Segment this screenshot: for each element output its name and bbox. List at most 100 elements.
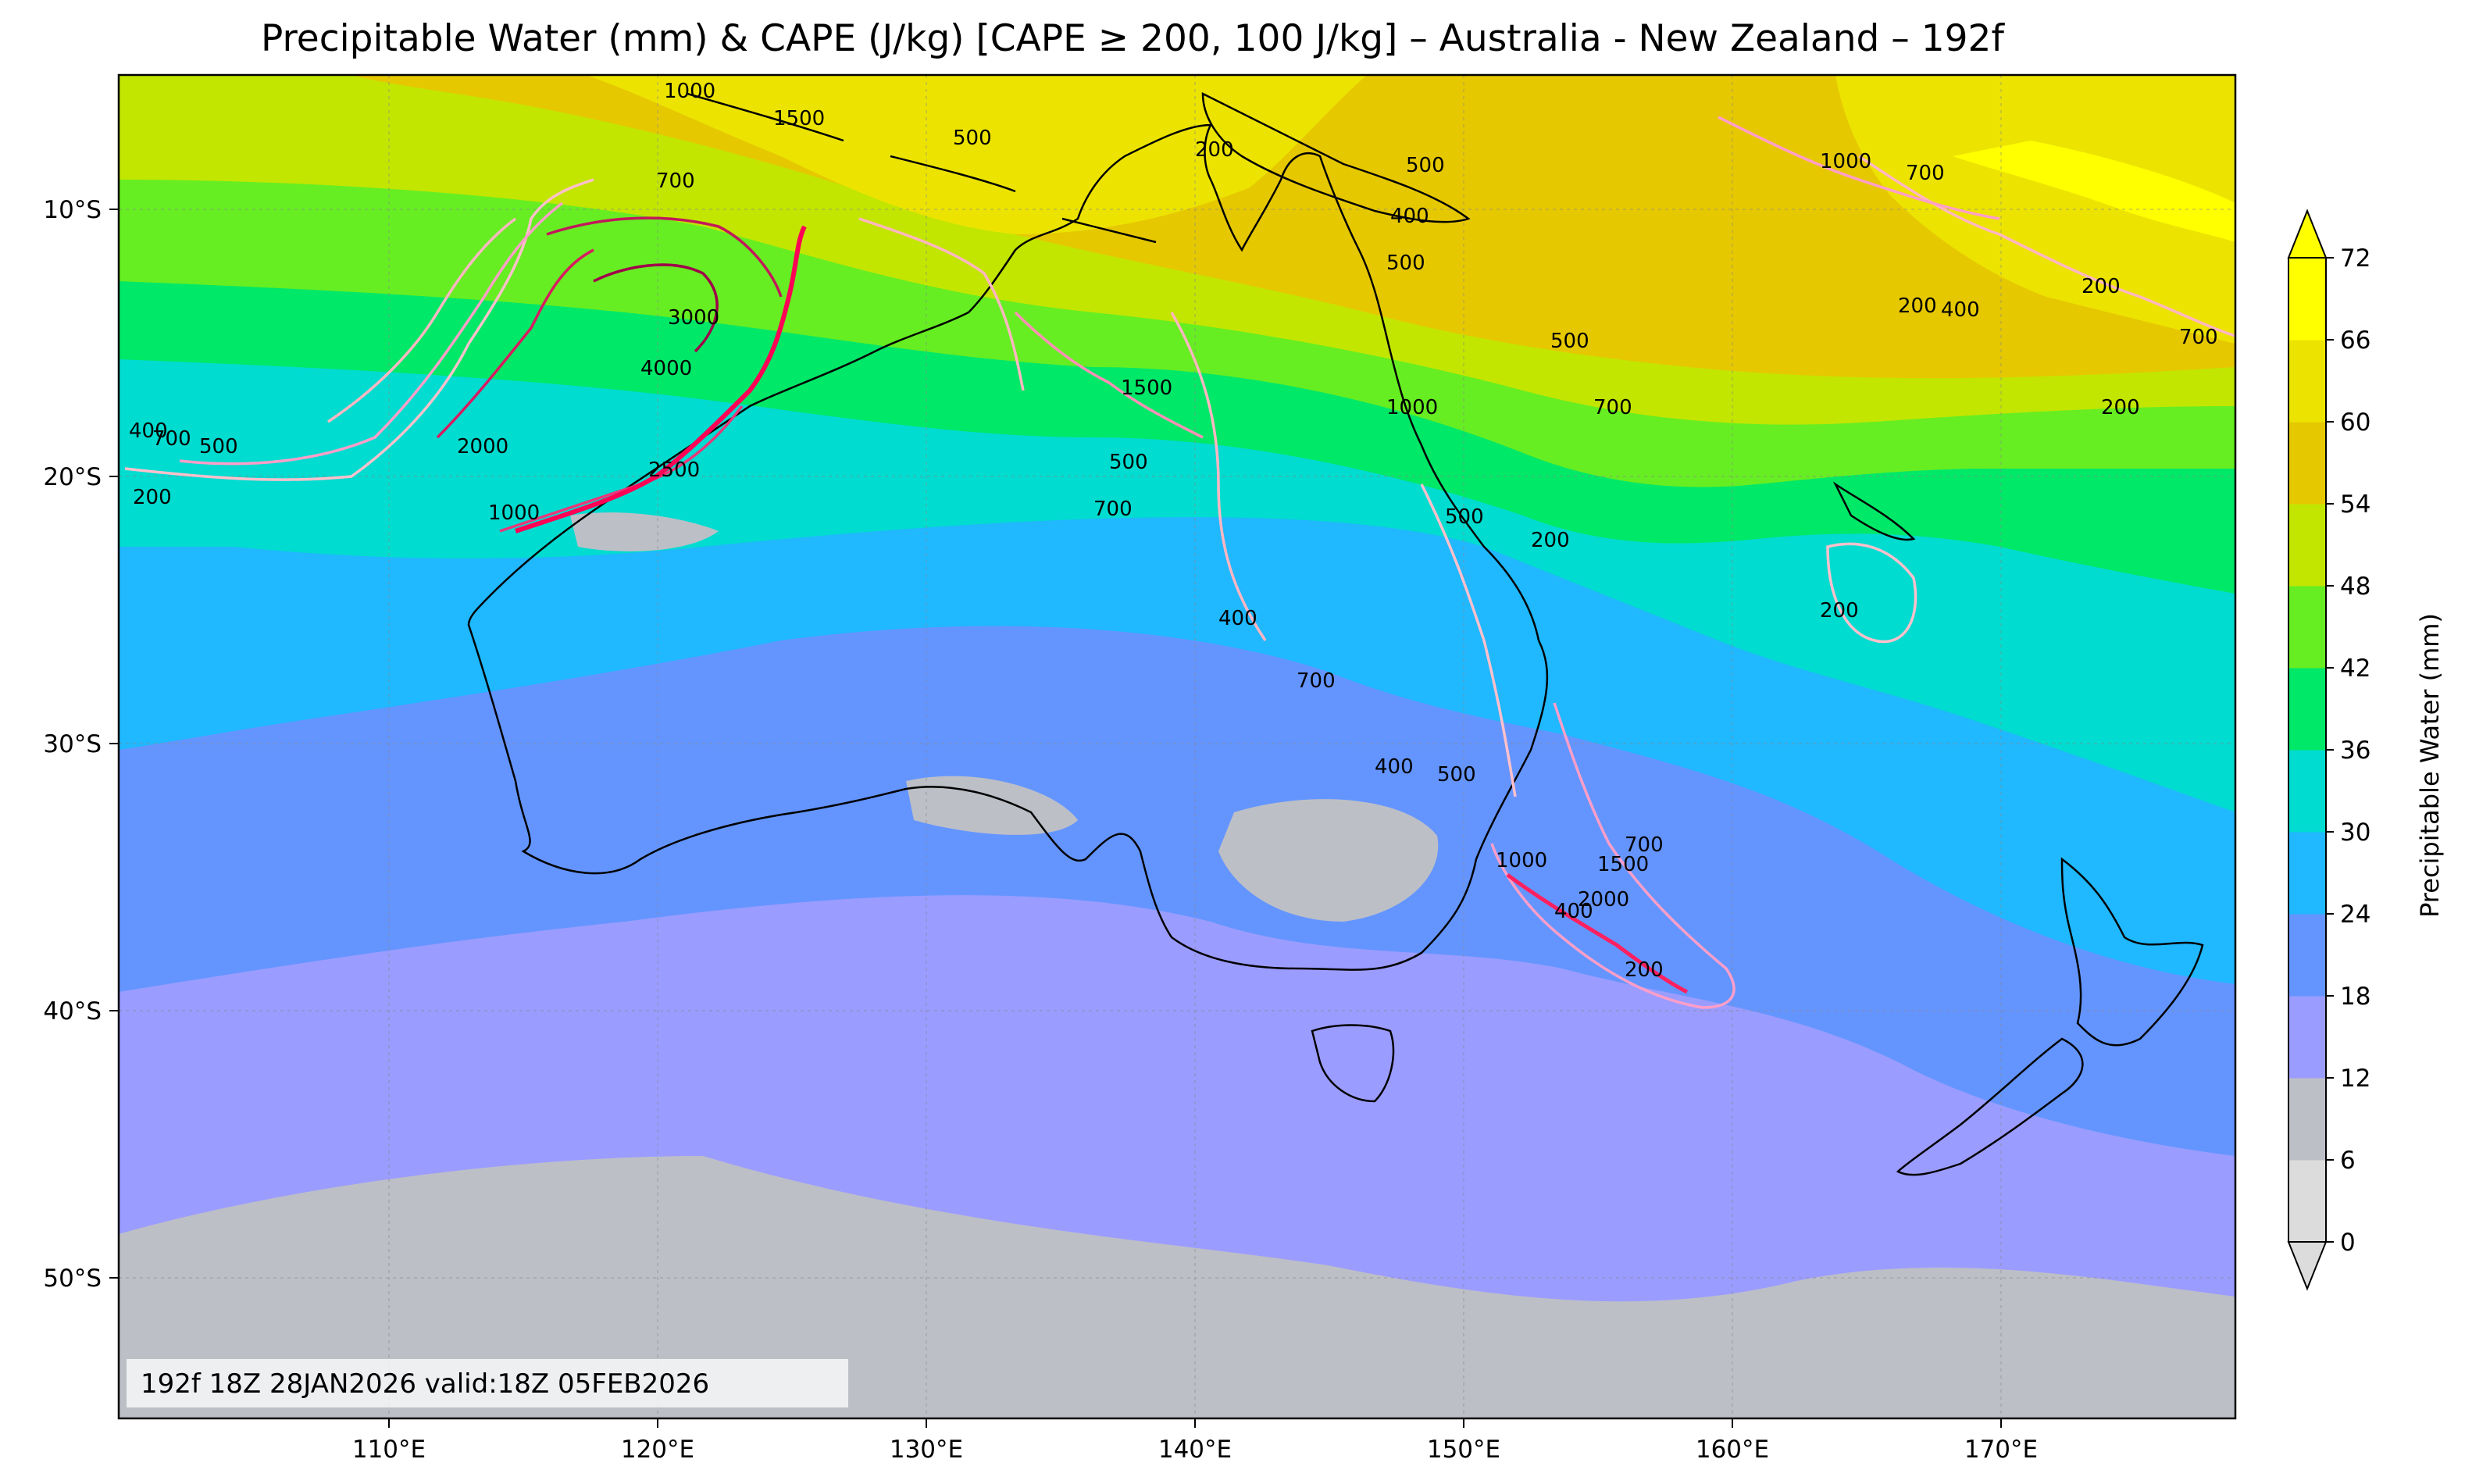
contour-label-2000-pilbara: 2000 bbox=[457, 435, 508, 458]
contour-label-1000-tasman: 1000 bbox=[1496, 849, 1547, 872]
lat-tick-30s: 30°S bbox=[43, 730, 102, 758]
lon-tick-120e: 120°E bbox=[621, 1436, 694, 1464]
contour-label-1500-arnhem: 1500 bbox=[1121, 376, 1172, 400]
colorbar-level-label-0: 0 bbox=[2340, 1229, 2356, 1257]
colorbar-level-label-4: 24 bbox=[2340, 901, 2370, 929]
contour-label-500-coral2: 500 bbox=[1550, 330, 1589, 353]
coast-new-guinea bbox=[1201, 91, 1471, 223]
contour-label-2000-tasman: 2000 bbox=[1578, 888, 1629, 911]
colorbar-extend-max bbox=[2287, 209, 2328, 259]
cape-contour-2000-pilbara bbox=[436, 248, 594, 439]
contour-label-400-tasman: 400 bbox=[1554, 900, 1593, 923]
colorbar-segment-2 bbox=[2288, 996, 2326, 1079]
colorbar-level-label-12: 72 bbox=[2340, 244, 2370, 273]
contour-label-700-west: 700 bbox=[152, 427, 191, 451]
valid-time-label: 192f 18Z 28JAN2026 valid:18Z 05FEB2026 bbox=[141, 1368, 709, 1400]
contour-label-400-central: 400 bbox=[1218, 607, 1257, 630]
cape-contour-high-coast bbox=[515, 225, 807, 533]
coastlines bbox=[467, 91, 2204, 1176]
contour-label-3000-kimberley: 3000 bbox=[668, 306, 719, 330]
contour-label-500-nsw: 500 bbox=[1437, 763, 1476, 787]
colorbar-level-label-11: 66 bbox=[2340, 326, 2370, 355]
lon-tick-160e: 160°E bbox=[1696, 1436, 1769, 1464]
contour-label-500-coral: 500 bbox=[1445, 505, 1484, 529]
colorbar-level-label-9: 54 bbox=[2340, 491, 2370, 519]
lon-tick-130e: 130°E bbox=[890, 1436, 963, 1464]
colorbar-segment-5 bbox=[2288, 750, 2326, 833]
coast-australia bbox=[467, 123, 1549, 971]
lat-tick-10s: 10°S bbox=[43, 196, 102, 224]
lon-tick-170e: 170°E bbox=[1964, 1436, 2038, 1464]
colorbar-extend-min bbox=[2287, 1241, 2328, 1291]
map-frame bbox=[117, 73, 2237, 1420]
colorbar-level-label-6: 36 bbox=[2340, 737, 2370, 765]
contour-label-700-coral: 700 bbox=[1593, 396, 1632, 419]
contour-label-400-solomon: 400 bbox=[1390, 205, 1429, 228]
contour-label-500-north-png: 500 bbox=[953, 127, 992, 150]
lat-tick-40s: 40°S bbox=[43, 997, 102, 1026]
cape-contour-1000-pacific bbox=[1718, 116, 2000, 220]
coast-new-caledonia bbox=[1832, 481, 1916, 541]
contour-label-400-east: 400 bbox=[1941, 298, 1980, 322]
colorbar-segment-7 bbox=[2288, 586, 2326, 669]
map-gridlines bbox=[119, 75, 2235, 1418]
coast-nz-south bbox=[1896, 1037, 2084, 1176]
contour-label-500-solomon2: 500 bbox=[1386, 251, 1425, 275]
colorbar: 0 6 12 18 24 30 36 42 48 54 60 66 72 bbox=[2287, 209, 2370, 1291]
colorbar-segment-6 bbox=[2288, 668, 2326, 751]
cape-contour-1500-cape-york bbox=[1014, 311, 1204, 439]
colorbar-level-label-5: 30 bbox=[2340, 819, 2370, 847]
contour-label-200-east: 200 bbox=[1898, 294, 1937, 318]
contour-label-500-west: 500 bbox=[199, 435, 238, 458]
colorbar-segment-10 bbox=[2288, 340, 2326, 423]
contour-label-1000-qld: 1000 bbox=[1386, 396, 1438, 419]
contour-label-200-east3: 200 bbox=[2082, 275, 2121, 298]
colorbar-segment-11 bbox=[2288, 258, 2326, 341]
lon-tick-150e: 150°E bbox=[1427, 1436, 1500, 1464]
contour-label-700-qld: 700 bbox=[1093, 498, 1133, 521]
coast-nz-north bbox=[2060, 857, 2204, 1047]
pw-dry-pocket-bight bbox=[906, 776, 1078, 835]
cape-contour-700-west bbox=[327, 217, 517, 423]
cape-contour-3000-kimberley bbox=[546, 216, 783, 298]
pw-band-66-72 bbox=[1953, 141, 2235, 242]
contour-label-500-qld: 500 bbox=[1109, 451, 1148, 474]
contour-label-200-west: 200 bbox=[133, 486, 172, 509]
colorbar-segment-4 bbox=[2288, 832, 2326, 915]
lon-tick-140e: 140°E bbox=[1158, 1436, 1232, 1464]
contour-label-1000-north: 1000 bbox=[664, 80, 715, 103]
colorbar-level-label-8: 48 bbox=[2340, 573, 2370, 601]
contour-label-700-nsw: 700 bbox=[1297, 669, 1336, 693]
colorbar-level-label-7: 42 bbox=[2340, 655, 2370, 683]
cape-contour-4000-kimberley bbox=[593, 263, 719, 353]
colorbar-level-label-1: 6 bbox=[2340, 1147, 2356, 1175]
contour-label-700-east2: 700 bbox=[2179, 326, 2218, 349]
contour-label-200-coral: 200 bbox=[1531, 529, 1570, 552]
contour-label-1000-pilbara: 1000 bbox=[488, 501, 540, 525]
contour-label-1500-tasman: 1500 bbox=[1597, 853, 1649, 876]
colorbar-level-label-2: 12 bbox=[2340, 1065, 2370, 1093]
colorbar-segment-9 bbox=[2288, 422, 2326, 505]
pw-dry-pocket-sa bbox=[1218, 799, 1439, 922]
contour-label-1000-solomon: 1000 bbox=[1820, 150, 1871, 173]
coast-islands-north bbox=[687, 92, 1157, 244]
contour-label-700-tasman: 700 bbox=[1625, 833, 1664, 857]
colorbar-segment-0 bbox=[2288, 1160, 2326, 1243]
cape-contour-500-west bbox=[179, 202, 564, 466]
lat-tick-20s: 20°S bbox=[43, 463, 102, 491]
pw-band-60-66-east bbox=[1835, 75, 2235, 344]
cape-contour-200-fiji bbox=[1826, 542, 1917, 644]
contour-labels: 200 400 500 700 1000 2000 2500 3000 4000… bbox=[129, 80, 2218, 982]
map-panel: 200 400 500 700 1000 2000 2500 3000 4000… bbox=[119, 75, 2235, 1418]
contour-label-700-north: 700 bbox=[656, 169, 695, 193]
cape-contour-200-west bbox=[124, 178, 594, 481]
contour-label-4000-kimberley: 4000 bbox=[640, 357, 692, 380]
map-title: Precipitable Water (mm) & CAPE (J/kg) [C… bbox=[261, 17, 2004, 60]
contour-label-200-png: 200 bbox=[1195, 138, 1234, 162]
colorbar-level-label-3: 18 bbox=[2340, 983, 2370, 1011]
contour-label-500-solomon: 500 bbox=[1406, 154, 1445, 177]
colorbar-level-label-10: 60 bbox=[2340, 408, 2370, 437]
contour-label-2500-pilbara: 2500 bbox=[648, 458, 700, 482]
cape-contour-tasman-core bbox=[1506, 872, 1689, 994]
